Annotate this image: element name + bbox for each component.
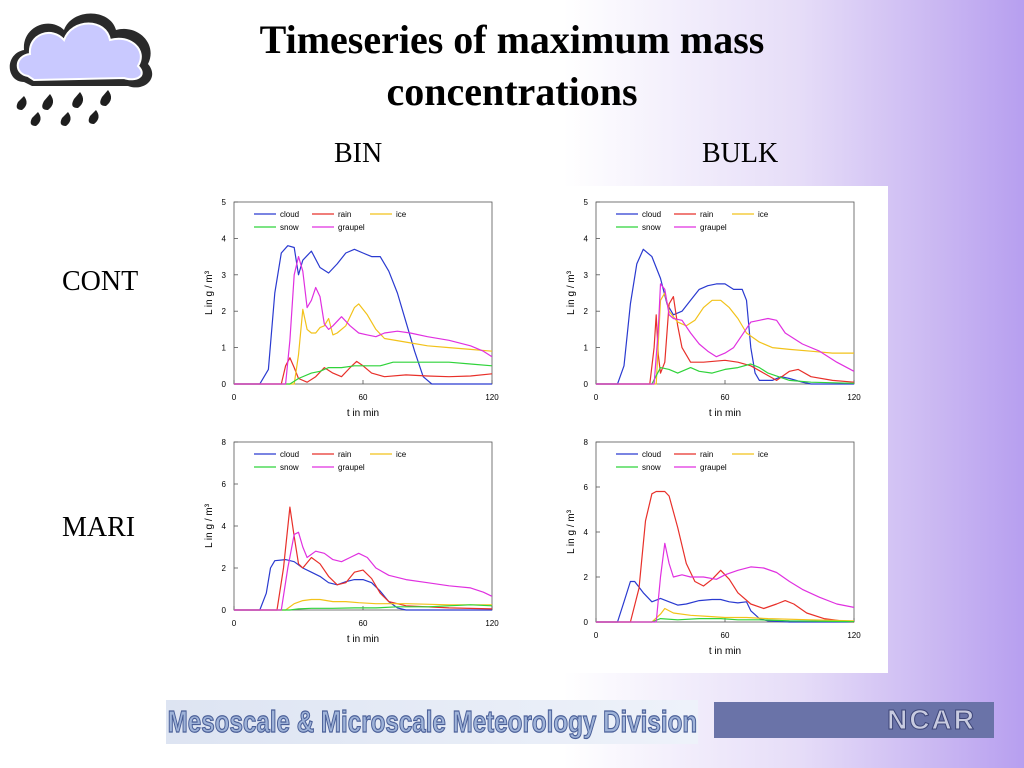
plot-frame <box>233 201 493 385</box>
legend-label-rain: rain <box>700 210 713 219</box>
legend-label-rain: rain <box>700 450 713 459</box>
x-axis-label: t in min <box>347 634 379 645</box>
x-axis-label: t in min <box>347 408 379 419</box>
slide-title-line-1: Timeseries of maximum mass <box>259 17 765 62</box>
legend-label-ice: ice <box>758 450 769 459</box>
x-tick-label: 120 <box>847 393 861 402</box>
chart-mari-bulk: 0 2 4 6 8 0 60 120 t in min L in g / m³ cloud rain i… <box>566 438 861 657</box>
legend-label-rain: rain <box>338 210 351 219</box>
legend-label-cloud: cloud <box>642 450 661 459</box>
y-tick-label: 0 <box>584 618 589 627</box>
y-axis-label: L in g / m³ <box>204 503 215 548</box>
x-tick-label: 0 <box>594 631 599 640</box>
ncar-banner: NCAR <box>714 702 994 738</box>
series-line-cloud <box>234 245 492 385</box>
x-tick-label: 60 <box>721 393 730 402</box>
legend-label-ice: ice <box>396 210 407 219</box>
legend-label-rain: rain <box>338 450 351 459</box>
legend-label-cloud: cloud <box>642 210 661 219</box>
legend-label-graupel: graupel <box>338 463 365 472</box>
ncar-logo-text: NCAR <box>887 704 976 736</box>
y-tick-label: 8 <box>222 438 227 447</box>
series-line-ice <box>596 607 855 623</box>
y-tick-label: 2 <box>584 573 589 582</box>
plot-frame <box>233 441 493 611</box>
x-tick-label: 0 <box>594 393 599 402</box>
series-line-graupel <box>234 531 493 611</box>
y-axis-label: L in g / m³ <box>204 270 215 315</box>
legend-label-snow: snow <box>280 223 299 232</box>
y-tick-label: 4 <box>222 522 227 531</box>
y-tick-label: 4 <box>584 234 589 243</box>
y-tick-label: 4 <box>222 234 227 243</box>
chart-mari-bin: 0 2 4 6 8 0 60 120 t in min L in g / m³ cloud rain i… <box>204 438 499 645</box>
series-line-snow <box>234 361 493 385</box>
x-tick-label: 60 <box>359 619 368 628</box>
y-tick-label: 2 <box>584 307 589 316</box>
series-line-graupel <box>596 283 855 385</box>
x-tick-label: 60 <box>721 631 730 640</box>
series-line-rain <box>234 357 493 385</box>
legend-label-ice: ice <box>396 450 407 459</box>
y-tick-label: 5 <box>222 198 227 207</box>
y-tick-label: 2 <box>222 307 227 316</box>
series-line-snow <box>234 604 493 611</box>
y-tick-label: 3 <box>584 271 589 280</box>
division-banner-text: Mesoscale & Microscale Meteorology Divis… <box>167 703 697 739</box>
x-tick-label: 0 <box>232 393 237 402</box>
division-banner: Mesoscale & Microscale Meteorology Divis… <box>166 700 698 744</box>
y-tick-label: 6 <box>584 483 589 492</box>
slide-title-line-2: concentrations <box>386 69 638 114</box>
y-tick-label: 1 <box>222 344 227 353</box>
legend-label-snow: snow <box>280 463 299 472</box>
series-line-rain <box>596 490 855 623</box>
x-axis-label: t in min <box>709 408 741 419</box>
series-line-graupel <box>234 255 493 385</box>
x-tick-label: 0 <box>232 619 237 628</box>
slide-title: Timeseries of maximum mass concentration… <box>180 14 844 118</box>
series-line-ice <box>234 598 492 611</box>
legend-label-ice: ice <box>758 210 769 219</box>
rain-cloud-icon <box>9 13 153 126</box>
legend-label-cloud: cloud <box>280 210 299 219</box>
x-axis-label: t in min <box>709 646 741 657</box>
y-tick-label: 1 <box>584 344 589 353</box>
chart-cont-bin: 0 1 2 3 4 5 0 60 120 t in min L in g / m³ cloud rain… <box>204 198 499 419</box>
y-tick-label: 6 <box>222 480 227 489</box>
y-tick-label: 2 <box>222 564 227 573</box>
y-axis-label: L in g / m³ <box>566 270 577 315</box>
y-tick-label: 8 <box>584 438 589 447</box>
column-label-bulk: BULK <box>702 138 779 169</box>
y-tick-label: 0 <box>584 380 589 389</box>
y-tick-label: 3 <box>222 271 227 280</box>
x-tick-label: 120 <box>485 393 499 402</box>
y-tick-label: 5 <box>584 198 589 207</box>
plot-frame <box>595 441 855 623</box>
legend-label-graupel: graupel <box>700 463 727 472</box>
chart-cont-bulk: 0 1 2 3 4 5 0 60 120 t in min L in g / m³ cloud rain… <box>566 198 861 419</box>
legend-label-snow: snow <box>642 223 661 232</box>
legend-label-snow: snow <box>642 463 661 472</box>
legend-label-cloud: cloud <box>280 450 299 459</box>
series-line-rain <box>234 506 493 611</box>
series-line-cloud <box>596 580 854 623</box>
y-tick-label: 0 <box>222 606 227 615</box>
legend-label-graupel: graupel <box>338 223 365 232</box>
y-tick-label: 4 <box>584 528 589 537</box>
legend-label-graupel: graupel <box>700 223 727 232</box>
y-tick-label: 0 <box>222 380 227 389</box>
row-label-cont: CONT <box>62 266 139 297</box>
series-line-ice <box>234 303 493 385</box>
series-line-graupel <box>596 542 855 623</box>
y-axis-label: L in g / m³ <box>566 509 577 554</box>
x-tick-label: 60 <box>359 393 368 402</box>
row-label-mari: MARI <box>62 512 136 543</box>
series-line-cloud <box>596 248 854 385</box>
series-line-snow <box>596 363 855 385</box>
x-tick-label: 120 <box>485 619 499 628</box>
x-tick-label: 120 <box>847 631 861 640</box>
column-label-bin: BIN <box>334 138 383 169</box>
